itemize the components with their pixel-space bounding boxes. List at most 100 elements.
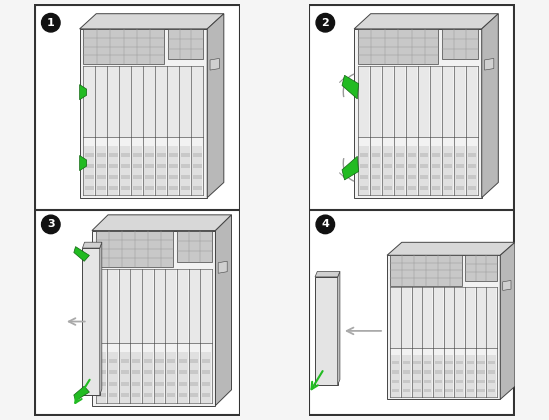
Polygon shape <box>109 164 117 168</box>
Polygon shape <box>391 287 401 348</box>
Polygon shape <box>178 382 187 386</box>
Polygon shape <box>408 175 416 178</box>
Polygon shape <box>432 153 440 157</box>
Polygon shape <box>178 370 187 375</box>
Polygon shape <box>423 355 432 397</box>
Polygon shape <box>387 242 515 255</box>
Circle shape <box>42 215 60 234</box>
Polygon shape <box>413 389 421 393</box>
Polygon shape <box>342 156 358 180</box>
Polygon shape <box>420 153 428 157</box>
Polygon shape <box>191 382 198 386</box>
Polygon shape <box>465 255 497 281</box>
Polygon shape <box>445 389 453 393</box>
Polygon shape <box>372 186 380 190</box>
Polygon shape <box>132 66 143 137</box>
Polygon shape <box>358 29 438 64</box>
Polygon shape <box>487 287 496 348</box>
Polygon shape <box>120 269 130 343</box>
Polygon shape <box>181 186 189 190</box>
Polygon shape <box>85 186 94 190</box>
Polygon shape <box>396 186 404 190</box>
Polygon shape <box>121 153 130 157</box>
Polygon shape <box>402 370 410 374</box>
Polygon shape <box>467 389 474 393</box>
Polygon shape <box>192 146 203 195</box>
Polygon shape <box>92 215 232 231</box>
Polygon shape <box>193 164 201 168</box>
Polygon shape <box>402 287 411 348</box>
Polygon shape <box>432 186 440 190</box>
Polygon shape <box>455 66 466 137</box>
Polygon shape <box>167 370 175 375</box>
Polygon shape <box>488 389 495 393</box>
Text: 1: 1 <box>47 18 55 28</box>
Polygon shape <box>455 355 464 397</box>
Polygon shape <box>201 269 211 343</box>
Polygon shape <box>100 242 102 395</box>
Polygon shape <box>178 352 188 403</box>
Polygon shape <box>392 370 400 374</box>
Polygon shape <box>468 164 476 168</box>
Polygon shape <box>431 146 441 195</box>
Polygon shape <box>144 382 152 386</box>
Polygon shape <box>372 153 380 157</box>
Polygon shape <box>181 175 189 178</box>
Polygon shape <box>485 58 494 70</box>
Polygon shape <box>80 29 207 198</box>
Polygon shape <box>83 29 164 64</box>
Polygon shape <box>445 380 453 383</box>
Polygon shape <box>467 146 477 195</box>
Polygon shape <box>443 146 453 195</box>
Polygon shape <box>191 370 198 375</box>
Polygon shape <box>442 66 453 137</box>
Polygon shape <box>413 380 421 383</box>
Polygon shape <box>169 186 178 190</box>
Polygon shape <box>444 186 452 190</box>
Polygon shape <box>109 175 117 178</box>
Polygon shape <box>97 382 105 386</box>
Polygon shape <box>133 175 142 178</box>
Text: 3: 3 <box>47 219 55 229</box>
Polygon shape <box>424 380 432 383</box>
Polygon shape <box>372 164 380 168</box>
Polygon shape <box>97 153 105 157</box>
Polygon shape <box>408 164 416 168</box>
Polygon shape <box>191 393 198 397</box>
Polygon shape <box>167 382 175 386</box>
Polygon shape <box>85 153 94 157</box>
Polygon shape <box>424 389 432 393</box>
Polygon shape <box>144 370 152 375</box>
Polygon shape <box>120 66 131 137</box>
Polygon shape <box>169 146 178 195</box>
Polygon shape <box>467 380 474 383</box>
Polygon shape <box>424 361 432 365</box>
Polygon shape <box>354 29 481 198</box>
Polygon shape <box>155 382 164 386</box>
Polygon shape <box>167 393 175 397</box>
Polygon shape <box>435 361 442 365</box>
Polygon shape <box>132 359 141 363</box>
Polygon shape <box>133 186 142 190</box>
Polygon shape <box>477 389 485 393</box>
Polygon shape <box>121 186 130 190</box>
Polygon shape <box>468 153 476 157</box>
Polygon shape <box>384 164 392 168</box>
Polygon shape <box>372 175 380 178</box>
Polygon shape <box>456 153 464 157</box>
Polygon shape <box>420 186 428 190</box>
Polygon shape <box>466 355 475 397</box>
Polygon shape <box>145 164 154 168</box>
Polygon shape <box>444 287 454 348</box>
Polygon shape <box>445 361 453 365</box>
Polygon shape <box>456 370 463 374</box>
Polygon shape <box>466 287 475 348</box>
Polygon shape <box>435 370 442 374</box>
Polygon shape <box>207 14 224 198</box>
Polygon shape <box>487 355 496 397</box>
Polygon shape <box>121 393 129 397</box>
Polygon shape <box>481 14 498 198</box>
Polygon shape <box>180 66 191 137</box>
Polygon shape <box>132 393 141 397</box>
Polygon shape <box>315 271 340 277</box>
